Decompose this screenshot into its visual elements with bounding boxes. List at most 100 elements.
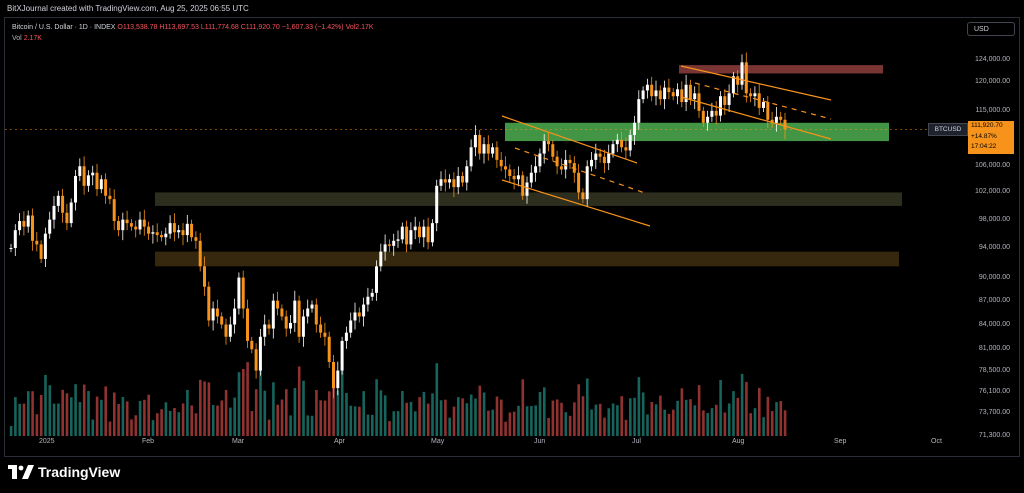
- volume-bar: [147, 394, 150, 436]
- price-tick-label: 76,100.00: [978, 387, 1010, 395]
- candle-body: [392, 240, 396, 246]
- volume-bar: [732, 391, 735, 436]
- candle-body: [108, 195, 112, 200]
- volume-bar: [564, 412, 568, 436]
- time-tick-label: Apr: [334, 438, 345, 445]
- volume-bar: [349, 405, 353, 436]
- author-line: BitXJournal created with TradingView.com…: [7, 4, 249, 13]
- volume-bar: [590, 409, 593, 436]
- price-tick-label: 94,000.00: [978, 243, 1010, 251]
- candle-body: [117, 221, 120, 231]
- volume-bar: [452, 406, 456, 436]
- volume-bar: [379, 390, 383, 436]
- candle-body: [534, 166, 538, 173]
- volume-bar: [91, 419, 95, 436]
- volume-bar: [78, 402, 82, 436]
- candle-body: [405, 226, 409, 245]
- chart-pane[interactable]: [4, 17, 1020, 457]
- candle-body: [456, 175, 460, 188]
- candle-body: [185, 223, 189, 236]
- candle-body: [426, 226, 430, 243]
- volume-bar: [27, 391, 30, 436]
- volume-bar: [82, 384, 86, 436]
- candle-body: [645, 84, 649, 91]
- candle-body: [207, 286, 211, 321]
- volume-bar: [654, 404, 658, 436]
- volume-bar: [340, 368, 344, 436]
- candle-body: [104, 179, 108, 196]
- volume-bar: [310, 415, 314, 436]
- volume-bar: [611, 403, 615, 436]
- volume-bar: [706, 413, 709, 436]
- candle-body: [164, 233, 168, 238]
- tradingview-logo-icon: [8, 465, 34, 479]
- volume-bar: [745, 381, 748, 436]
- price-scale[interactable]: 124,000.00120,000.00115,000.00110,000.00…: [936, 38, 1016, 439]
- volume-bar: [328, 391, 331, 436]
- volume-bar: [633, 397, 636, 436]
- candle-body: [228, 324, 232, 337]
- candle-body: [641, 90, 645, 100]
- candle-body: [224, 324, 228, 337]
- volume-bar: [366, 414, 370, 436]
- candle-body: [628, 134, 632, 151]
- volume-bar: [65, 393, 69, 436]
- candle-body: [366, 296, 370, 305]
- candle-body: [254, 349, 258, 371]
- volume-bar: [646, 414, 649, 436]
- volume-bar: [740, 373, 744, 436]
- candle-body: [211, 308, 215, 321]
- candle-body: [86, 175, 90, 186]
- volume-bar: [57, 403, 60, 436]
- currency-button[interactable]: USD: [967, 22, 1015, 36]
- volume-bar: [125, 401, 129, 436]
- volume-bar: [659, 395, 662, 436]
- candle-body: [413, 226, 417, 231]
- candle-body: [448, 179, 452, 183]
- volume-bar: [87, 391, 90, 436]
- candle-body: [353, 312, 357, 321]
- candle-body: [258, 336, 262, 371]
- volume-bar: [194, 413, 198, 436]
- candle-body: [400, 226, 404, 240]
- candle-body: [78, 166, 82, 176]
- candle-body: [508, 169, 512, 176]
- candle-body: [443, 179, 447, 183]
- price-tick-label: 81,000.00: [978, 345, 1010, 353]
- volume-bar: [31, 391, 34, 436]
- volume-bar: [285, 389, 288, 436]
- volume-bar: [302, 380, 305, 436]
- candle-body: [706, 116, 710, 123]
- volume-bar: [130, 419, 133, 436]
- volume-bar: [259, 366, 262, 436]
- volume-bar: [22, 403, 26, 436]
- volume-bar: [229, 407, 232, 436]
- volume-bar: [250, 411, 254, 436]
- channel-mid-2: [694, 82, 832, 120]
- price-tick-label: 98,000.00: [978, 215, 1010, 223]
- volume-bar: [190, 405, 193, 436]
- candle-body: [774, 116, 778, 123]
- brand-name: TradingView: [38, 464, 121, 480]
- volume-bar: [143, 399, 146, 436]
- candle-body: [714, 110, 718, 116]
- time-tick-label: Jun: [534, 438, 546, 445]
- candle-body: [719, 96, 722, 116]
- volume-bar: [52, 403, 56, 436]
- volume-bar: [672, 409, 675, 436]
- volume-bar: [577, 384, 580, 436]
- candle-body: [336, 370, 340, 389]
- candle-body: [370, 292, 374, 297]
- volume-bar: [35, 414, 39, 436]
- volume-bar: [401, 390, 404, 436]
- volume-bar: [495, 396, 499, 436]
- candle-body: [478, 134, 482, 154]
- price-chart[interactable]: [5, 18, 935, 456]
- candle-body: [134, 226, 138, 230]
- candle-body: [310, 304, 314, 309]
- volume-bar: [108, 421, 112, 436]
- volume-bar: [762, 417, 765, 436]
- candle-body: [306, 308, 310, 317]
- candle-body: [220, 316, 224, 325]
- candle-body: [297, 300, 301, 337]
